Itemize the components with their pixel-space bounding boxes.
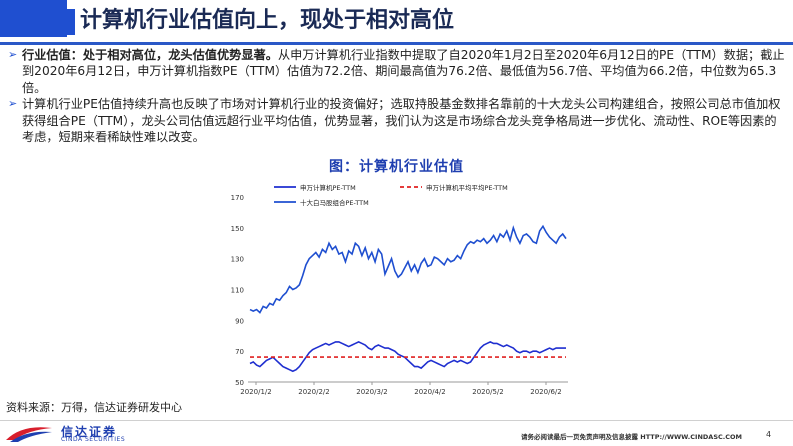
x-tick-label: 2020/3/2 [356, 388, 387, 396]
title-accent-block [0, 0, 67, 37]
y-tick-label: 90 [235, 317, 244, 325]
pe-chart: 50 70 90 110 130 150 170 2020/1/2 2020/2/2 2020/3… [218, 175, 578, 397]
x-tick-label: 2020/1/2 [240, 388, 271, 396]
arrow-bullet-icon: ➢ [8, 48, 18, 61]
x-tick-label: 2020/4/2 [414, 388, 445, 396]
arrow-bullet-icon: ➢ [8, 97, 18, 111]
y-tick-label: 110 [231, 287, 244, 295]
bullet-strong-text: 行业估值：处于相对高位，龙头估值优势显著。 [22, 48, 278, 62]
y-tick-label: 50 [235, 379, 244, 387]
x-tick-label: 2020/2/2 [298, 388, 329, 396]
page-title: 计算机行业估值向上，现处于相对高位 [80, 8, 455, 33]
title-bar: 计算机行业估值向上，现处于相对高位 [0, 0, 793, 45]
series-line-top10-pe [249, 224, 567, 314]
bullet-item-preference: ➢ 计算机行业PE估值持续升高也反映了市场对计算机行业的投资偏好；选取持股基金数… [6, 96, 788, 145]
source-note: 资料来源：万得，信达证券研发中心 [6, 401, 182, 414]
figure-title: 图：计算机行业估值 [329, 159, 464, 175]
y-tick-label: 70 [235, 348, 244, 356]
legend-label: 申万计算机平均平均PE-TTM [426, 183, 508, 192]
bullet-item-valuation: ➢ 行业估值：处于相对高位，龙头估值优势显著。从申万计算机行业指数中提取了自20… [6, 47, 788, 96]
page-number: 4 [766, 430, 772, 439]
logo-cn-text: 信达证券 [61, 425, 118, 439]
footer-disclaimer: 请务必阅读最后一页免责声明及信息披露 HTTP://WWW.CINDASC.CO… [521, 433, 743, 441]
pe-chart-svg: 50 70 90 110 130 150 170 2020/1/2 2020/2/2 2020/3… [231, 183, 568, 396]
bullet-text: 计算机行业PE估值持续升高也反映了市场对计算机行业的投资偏好；选取持股基金数排名… [22, 97, 781, 145]
y-tick-label: 170 [231, 194, 244, 202]
x-tick-label: 2020/5/2 [472, 388, 503, 396]
bullet-text: 从申万计算机行业指数中提取了自2020年1月2日至2020年6月12日的PE（T… [22, 48, 785, 95]
cinda-logo-mark-icon [6, 427, 52, 442]
title-accent-bar [67, 9, 75, 35]
bullet-list: ➢ 行业估值：处于相对高位，龙头估值优势显著。从申万计算机行业指数中提取了自20… [6, 47, 788, 145]
footer-divider [0, 420, 793, 421]
y-tick-label: 130 [231, 256, 244, 264]
x-tick-label: 2020/6/2 [530, 388, 561, 396]
y-tick-label: 150 [231, 225, 244, 233]
legend-label: 申万计算机PE-TTM [300, 183, 356, 192]
legend-label: 十大白马股组合PE-TTM [300, 198, 369, 207]
cinda-logo: 信达证券 CINDA SECURITIES [4, 421, 144, 445]
logo-en-text: CINDA SECURITIES [61, 436, 126, 443]
series-line-industry-pe [249, 341, 566, 373]
